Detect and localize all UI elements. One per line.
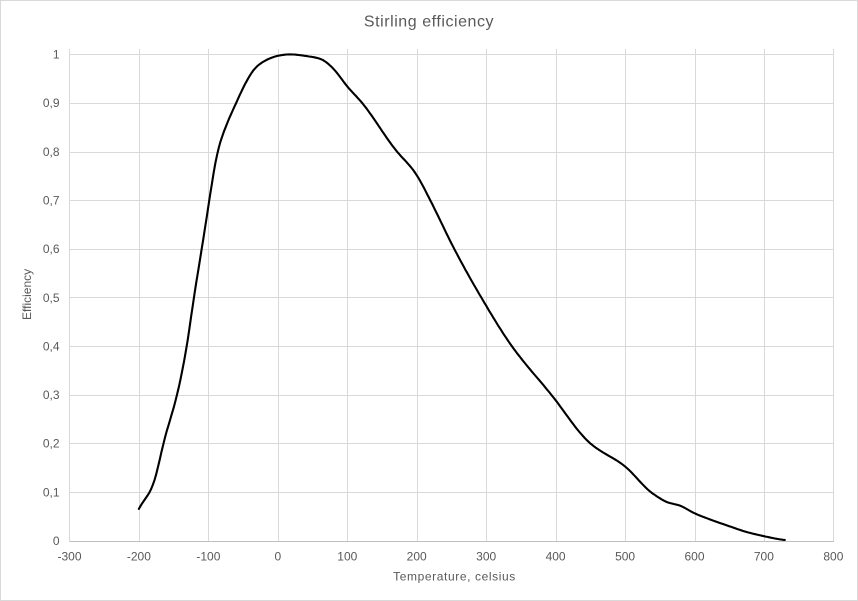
- svg-text:500: 500: [615, 550, 635, 564]
- svg-text:300: 300: [476, 550, 496, 564]
- svg-text:0,4: 0,4: [43, 339, 60, 353]
- svg-text:-200: -200: [127, 550, 151, 564]
- svg-text:0: 0: [274, 550, 281, 564]
- svg-text:0,1: 0,1: [43, 485, 60, 499]
- svg-text:400: 400: [546, 550, 566, 564]
- svg-text:200: 200: [407, 550, 427, 564]
- svg-text:0,3: 0,3: [43, 388, 60, 402]
- svg-text:600: 600: [684, 550, 704, 564]
- svg-text:-300: -300: [57, 550, 81, 564]
- svg-text:0,2: 0,2: [43, 437, 60, 451]
- svg-text:0: 0: [53, 534, 60, 548]
- svg-text:-100: -100: [196, 550, 220, 564]
- svg-text:0,5: 0,5: [43, 291, 60, 305]
- svg-text:Efficiency: Efficiency: [20, 269, 34, 320]
- svg-text:0,8: 0,8: [43, 145, 60, 159]
- svg-text:0,6: 0,6: [43, 242, 60, 256]
- svg-text:Stirling efficiency: Stirling efficiency: [364, 14, 494, 31]
- svg-text:100: 100: [337, 550, 357, 564]
- svg-text:1: 1: [53, 48, 60, 62]
- svg-text:800: 800: [823, 550, 843, 564]
- svg-text:0,7: 0,7: [43, 193, 60, 207]
- svg-text:Temperature, celsius: Temperature, celsius: [393, 569, 516, 583]
- svg-text:0,9: 0,9: [43, 96, 60, 110]
- svg-text:700: 700: [754, 550, 774, 564]
